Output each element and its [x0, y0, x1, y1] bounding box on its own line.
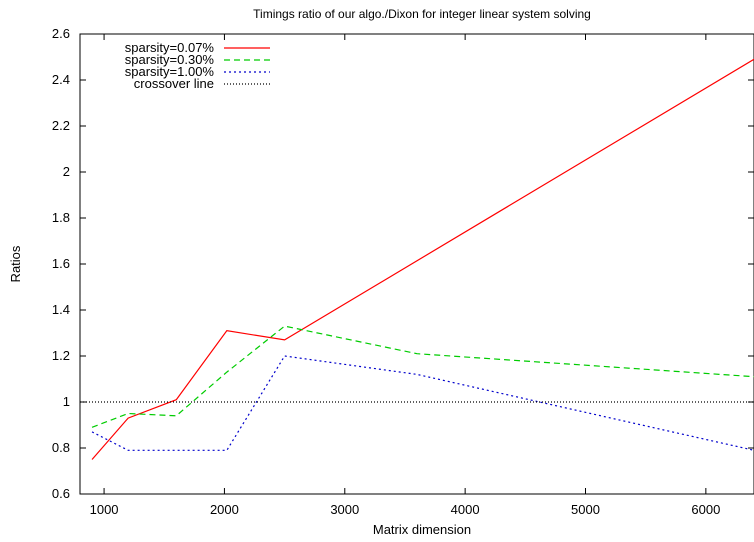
plot-frame — [79, 33, 754, 495]
series-line-1 — [91, 58, 754, 460]
x-tick-label: 3000 — [330, 502, 359, 517]
x-tick-label: 1000 — [90, 502, 119, 517]
legend-label-3: sparsity=1.00% — [125, 64, 215, 79]
y-tick-label: 1.2 — [52, 348, 70, 363]
x-tick-label: 4000 — [451, 502, 480, 517]
y-axis-label: Ratios — [8, 245, 23, 282]
series-line-2 — [91, 325, 754, 428]
legend-label-4: crossover line — [134, 76, 214, 91]
series-line-3 — [91, 355, 754, 451]
y-tick-label: 0.6 — [52, 486, 70, 501]
y-tick-label: 2.6 — [52, 26, 70, 41]
y-tick-label: 1.4 — [52, 302, 70, 317]
y-tick-label: 1.6 — [52, 256, 70, 271]
legend-label-1: sparsity=0.07% — [125, 40, 215, 55]
y-tick-label: 1 — [63, 394, 70, 409]
y-tick-label: 2.2 — [52, 118, 70, 133]
x-tick-label: 5000 — [571, 502, 600, 517]
y-tick-label: 1.8 — [52, 210, 70, 225]
x-ticks: 1000 2000 3000 4000 5000 6000 — [90, 34, 720, 517]
y-tick-label: 2.4 — [52, 72, 70, 87]
y-tick-label: 0.8 — [52, 440, 70, 455]
series-lines — [80, 58, 754, 460]
y-ticks: 0.6 0.8 1 1.2 1.4 1.6 1.8 2 2.2 2.4 2.6 — [52, 26, 754, 501]
x-axis-label: Matrix dimension — [373, 522, 471, 537]
y-tick-label: 2 — [63, 164, 70, 179]
chart-title: Timings ratio of our algo./Dixon for int… — [253, 7, 591, 21]
x-tick-label: 2000 — [210, 502, 239, 517]
legend-label-2: sparsity=0.30% — [125, 52, 215, 67]
x-tick-label: 6000 — [691, 502, 720, 517]
legend: sparsity=0.07%sparsity=0.30%sparsity=1.0… — [125, 40, 270, 91]
